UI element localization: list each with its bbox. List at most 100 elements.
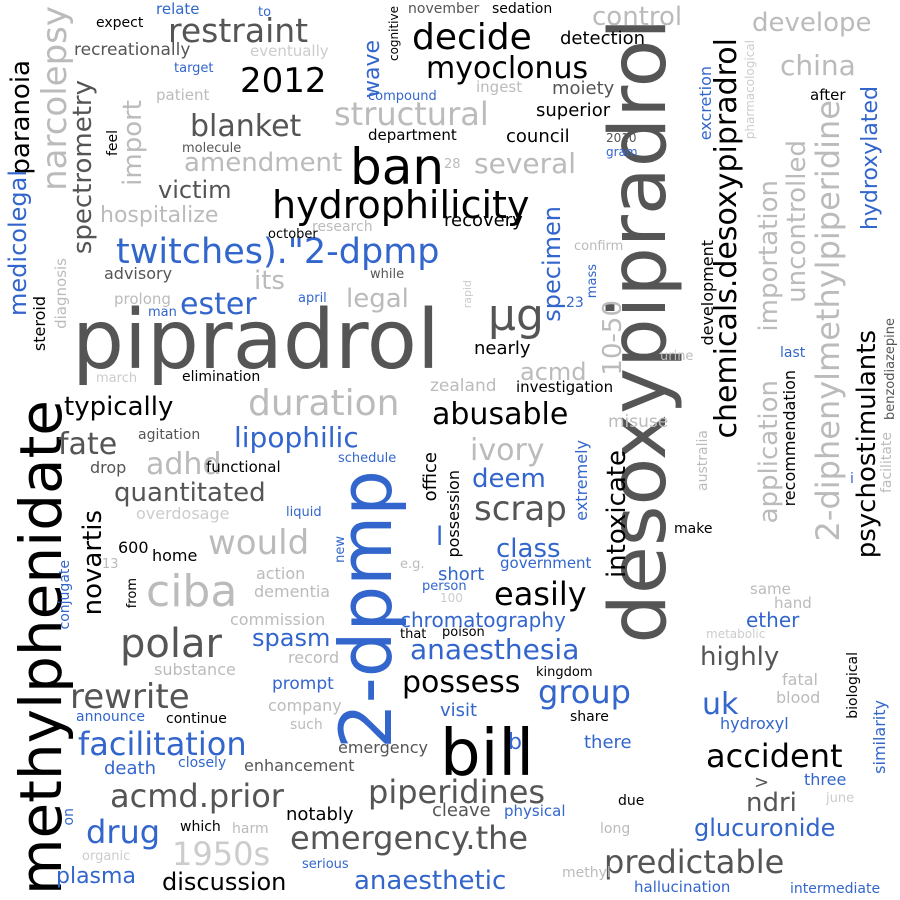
cloud-word: fate	[58, 427, 118, 462]
cloud-word: that	[400, 627, 427, 642]
cloud-word: ban	[350, 138, 445, 196]
cloud-word: biological	[845, 652, 861, 719]
cloud-word: eventually	[250, 42, 329, 60]
cloud-word: government	[500, 554, 592, 572]
cloud-word: importation	[754, 180, 784, 332]
cloud-word: highly	[700, 642, 780, 672]
cloud-word: target	[174, 61, 214, 76]
cloud-word: >	[754, 772, 770, 793]
cloud-word: plasma	[56, 864, 136, 889]
cloud-word: intermediate	[790, 881, 881, 897]
cloud-word: hydrophilicity	[272, 183, 530, 227]
cloud-word: elimination	[182, 369, 261, 385]
cloud-word: blanket	[190, 109, 302, 144]
cloud-word: advisory	[104, 264, 173, 283]
cloud-word: decide	[412, 17, 532, 58]
cloud-word: visit	[440, 700, 478, 721]
cloud-word: uncontrolled	[782, 140, 812, 303]
cloud-word: 28	[444, 157, 461, 172]
cloud-word: 13	[102, 557, 119, 572]
cloud-word: class	[496, 534, 561, 564]
cloud-word: which	[180, 819, 221, 835]
cloud-word: commission	[230, 610, 326, 629]
cloud-word: e.g.	[400, 557, 425, 572]
cloud-word: 23	[566, 295, 584, 311]
cloud-word: detection	[560, 28, 646, 49]
cloud-word: medicolegal	[4, 170, 32, 316]
cloud-word: emergency.the	[290, 819, 529, 857]
cloud-word: similarity	[870, 700, 889, 774]
cloud-word: amendment	[184, 148, 343, 178]
cloud-word: methyl	[562, 865, 611, 881]
cloud-word: polar	[120, 621, 222, 667]
cloud-word: march	[96, 371, 138, 386]
cloud-word: several	[474, 147, 577, 180]
cloud-word: anaesthetic	[354, 866, 507, 896]
cloud-word: liquid	[286, 505, 322, 520]
cloud-word: ester	[180, 287, 257, 322]
cloud-word: import	[118, 100, 148, 186]
cloud-word: prolong	[114, 290, 171, 308]
cloud-word: i	[850, 471, 854, 487]
cloud-word: steroid	[30, 296, 49, 352]
cloud-word: hydroxylated	[858, 86, 883, 231]
cloud-word: expect	[96, 15, 144, 31]
cloud-word: council	[506, 126, 570, 147]
cloud-word: harm	[232, 821, 269, 837]
cloud-word: feel	[105, 130, 121, 157]
cloud-word: there	[584, 732, 632, 753]
cloud-word: notably	[286, 804, 354, 825]
cloud-word: spectrometry	[68, 80, 98, 255]
cloud-word: victim	[158, 176, 232, 204]
cloud-word: b	[508, 730, 522, 755]
cloud-word: extremely	[572, 440, 591, 521]
cloud-word: intoxicate	[602, 450, 632, 579]
cloud-word: blood	[776, 688, 821, 707]
cloud-word: accident	[706, 737, 843, 775]
cloud-word: continue	[166, 711, 227, 727]
cloud-word: development	[698, 240, 717, 346]
cloud-word: glucuronide	[694, 814, 836, 842]
cloud-word: death	[104, 758, 156, 779]
cloud-word: on	[61, 808, 77, 826]
cloud-word: uk	[702, 687, 739, 722]
cloud-word: possession	[444, 470, 463, 558]
cloud-word: misuse	[608, 412, 669, 432]
cloud-word: department	[368, 126, 457, 144]
cloud-word: hand	[774, 594, 812, 612]
cloud-word: easily	[494, 575, 587, 613]
cloud-word: make	[674, 521, 713, 537]
cloud-word: piperidines	[368, 773, 546, 811]
cloud-word: twitches)."2-dpmp	[116, 232, 440, 272]
cloud-word: recommendation	[780, 370, 799, 507]
cloud-word: research	[312, 219, 373, 235]
cloud-word: zealand	[430, 376, 497, 396]
cloud-word: 2010	[606, 131, 637, 145]
cloud-word: excretion	[696, 66, 715, 141]
cloud-word: recreationally	[74, 40, 191, 60]
cloud-word: moiety	[552, 78, 615, 99]
cloud-word: spasm	[252, 624, 331, 652]
cloud-word: structural	[334, 95, 489, 133]
cloud-word: specimen	[538, 206, 566, 322]
cloud-word: pharmacological	[743, 40, 757, 140]
cloud-word: new	[333, 536, 348, 563]
cloud-word: october	[268, 227, 318, 242]
cloud-word: adhd	[146, 447, 222, 482]
cloud-word: compound	[368, 89, 437, 104]
cloud-word: discussion	[162, 868, 287, 896]
cloud-word: overdosage	[136, 504, 230, 523]
cloud-word: 600	[118, 538, 149, 557]
cloud-word: functional	[206, 458, 281, 476]
cloud-word: µg	[488, 290, 544, 341]
cloud-word: office	[420, 452, 441, 502]
cloud-word: action	[256, 564, 306, 583]
cloud-word: benzodiazepine	[883, 318, 898, 421]
cloud-word: hallucination	[634, 878, 731, 896]
cloud-word: urine	[660, 349, 694, 364]
cloud-word: facilitation	[78, 725, 247, 763]
cloud-word: last	[780, 345, 806, 361]
cloud-word: anaesthesia	[410, 633, 580, 666]
cloud-word: june	[826, 791, 855, 806]
cloud-word: possess	[402, 665, 521, 700]
